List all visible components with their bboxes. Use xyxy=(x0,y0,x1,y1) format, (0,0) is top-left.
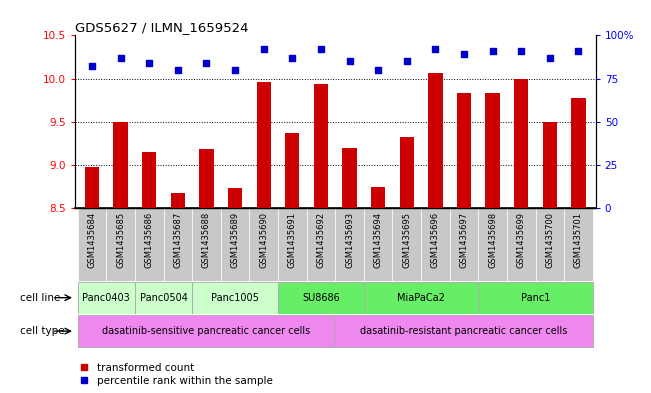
Point xyxy=(115,55,126,61)
Point xyxy=(87,63,97,70)
Bar xyxy=(285,133,299,208)
Bar xyxy=(221,208,249,281)
Bar xyxy=(536,208,564,281)
Bar xyxy=(342,148,357,208)
Bar xyxy=(314,84,328,208)
Bar xyxy=(228,188,242,208)
Point xyxy=(230,67,240,73)
Bar xyxy=(335,315,593,347)
Bar xyxy=(256,82,271,208)
Text: GSM1435690: GSM1435690 xyxy=(259,212,268,268)
Text: Panc0504: Panc0504 xyxy=(139,293,187,303)
Bar xyxy=(135,208,163,281)
Bar xyxy=(199,149,214,208)
Text: GSM1435691: GSM1435691 xyxy=(288,212,297,268)
Bar xyxy=(457,93,471,208)
Text: GSM1435700: GSM1435700 xyxy=(546,212,555,268)
Bar xyxy=(450,208,478,281)
Point xyxy=(402,58,412,64)
Bar xyxy=(171,193,185,208)
Bar xyxy=(278,282,364,314)
Bar xyxy=(77,208,106,281)
Point xyxy=(373,67,383,73)
Text: MiaPaCa2: MiaPaCa2 xyxy=(397,293,445,303)
Text: GSM1435694: GSM1435694 xyxy=(374,212,383,268)
Bar xyxy=(106,208,135,281)
Text: GSM1435684: GSM1435684 xyxy=(87,212,96,268)
Bar xyxy=(77,282,135,314)
Text: GSM1435696: GSM1435696 xyxy=(431,212,440,268)
Text: Panc1: Panc1 xyxy=(521,293,550,303)
Bar xyxy=(364,282,478,314)
Text: cell line: cell line xyxy=(20,293,60,303)
Text: dasatinib-resistant pancreatic cancer cells: dasatinib-resistant pancreatic cancer ce… xyxy=(361,326,568,336)
Point xyxy=(316,46,326,52)
Point xyxy=(173,67,183,73)
Text: dasatinib-sensitive pancreatic cancer cells: dasatinib-sensitive pancreatic cancer ce… xyxy=(102,326,311,336)
Point xyxy=(459,51,469,57)
Bar xyxy=(393,208,421,281)
Bar xyxy=(478,208,507,281)
Text: GDS5627 / ILMN_1659524: GDS5627 / ILMN_1659524 xyxy=(75,21,249,34)
Text: cell type: cell type xyxy=(20,326,64,336)
Text: GSM1435686: GSM1435686 xyxy=(145,212,154,268)
Bar xyxy=(249,208,278,281)
Text: GSM1435701: GSM1435701 xyxy=(574,212,583,268)
Bar xyxy=(428,73,443,208)
Bar xyxy=(421,208,450,281)
Bar xyxy=(135,282,192,314)
Text: GSM1435697: GSM1435697 xyxy=(460,212,469,268)
Bar xyxy=(543,122,557,208)
Point xyxy=(144,60,154,66)
Bar xyxy=(142,152,156,208)
Text: GSM1435687: GSM1435687 xyxy=(173,212,182,268)
Point xyxy=(430,46,441,52)
Bar xyxy=(364,208,393,281)
Text: GSM1435689: GSM1435689 xyxy=(230,212,240,268)
Bar xyxy=(400,138,414,208)
Point xyxy=(344,58,355,64)
Bar xyxy=(192,282,278,314)
Bar xyxy=(486,93,500,208)
Bar xyxy=(307,208,335,281)
Point xyxy=(258,46,269,52)
Bar xyxy=(113,122,128,208)
Text: Panc0403: Panc0403 xyxy=(83,293,130,303)
Bar xyxy=(478,282,593,314)
Bar xyxy=(278,208,307,281)
Point xyxy=(201,60,212,66)
Point xyxy=(574,48,584,54)
Bar xyxy=(572,97,586,208)
Bar xyxy=(163,208,192,281)
Legend: transformed count, percentile rank within the sample: transformed count, percentile rank withi… xyxy=(80,363,273,386)
Text: GSM1435693: GSM1435693 xyxy=(345,212,354,268)
Text: GSM1435698: GSM1435698 xyxy=(488,212,497,268)
Point xyxy=(545,55,555,61)
Text: GSM1435699: GSM1435699 xyxy=(517,212,526,268)
Text: Panc1005: Panc1005 xyxy=(211,293,259,303)
Bar xyxy=(192,208,221,281)
Point xyxy=(488,48,498,54)
Text: GSM1435692: GSM1435692 xyxy=(316,212,326,268)
Bar xyxy=(564,208,593,281)
Bar xyxy=(85,167,99,208)
Text: GSM1435695: GSM1435695 xyxy=(402,212,411,268)
Text: SU8686: SU8686 xyxy=(302,293,340,303)
Bar xyxy=(507,208,536,281)
Bar xyxy=(335,208,364,281)
Bar xyxy=(514,79,529,208)
Bar xyxy=(371,187,385,208)
Text: GSM1435688: GSM1435688 xyxy=(202,212,211,268)
Text: GSM1435685: GSM1435685 xyxy=(116,212,125,268)
Bar xyxy=(77,315,335,347)
Point xyxy=(516,48,527,54)
Point xyxy=(287,55,298,61)
